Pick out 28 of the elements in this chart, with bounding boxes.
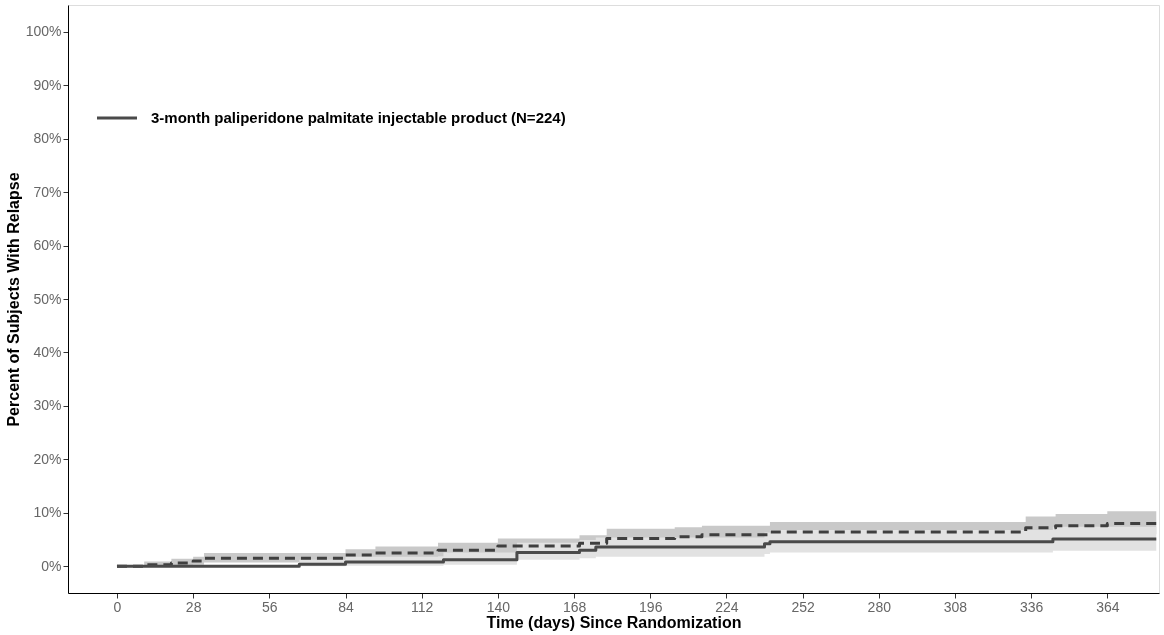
x-tick-label: 196 <box>639 598 663 615</box>
y-tick-label: 0% <box>41 557 62 574</box>
y-tick-label: 40% <box>33 343 62 360</box>
y-tick-label: 90% <box>33 76 62 93</box>
x-tick-label: 112 <box>411 598 434 615</box>
y-tick-label: 60% <box>33 237 62 254</box>
x-axis-title: Time (days) Since Randomization <box>486 613 742 631</box>
x-tick-label: 252 <box>791 598 815 615</box>
y-tick-label: 20% <box>33 450 62 467</box>
x-tick-label: 84 <box>338 598 355 615</box>
legend-label: 3-month paliperidone palmitate injectable product (N=224) <box>151 109 566 126</box>
y-axis-title: Percent of Subjects With Relapse <box>4 172 22 427</box>
x-tick-label: 28 <box>185 598 202 615</box>
x-tick-label: 308 <box>943 598 968 615</box>
x-tick-label: 56 <box>262 598 278 615</box>
x-tick-label: 336 <box>1019 598 1044 615</box>
y-tick-label: 80% <box>33 130 62 147</box>
y-tick-label: 10% <box>33 504 62 521</box>
y-tick-label: 100% <box>25 23 62 40</box>
x-tick-label: 0 <box>113 598 122 615</box>
y-tick-label: 70% <box>33 183 62 200</box>
x-tick-label: 224 <box>715 598 739 615</box>
y-tick-label: 50% <box>33 290 62 307</box>
x-tick-label: 140 <box>486 598 511 615</box>
x-tick-label: 364 <box>1096 598 1120 615</box>
y-tick-label: 30% <box>33 397 62 414</box>
x-tick-label: 168 <box>562 598 587 615</box>
x-tick-label: 280 <box>867 598 892 615</box>
